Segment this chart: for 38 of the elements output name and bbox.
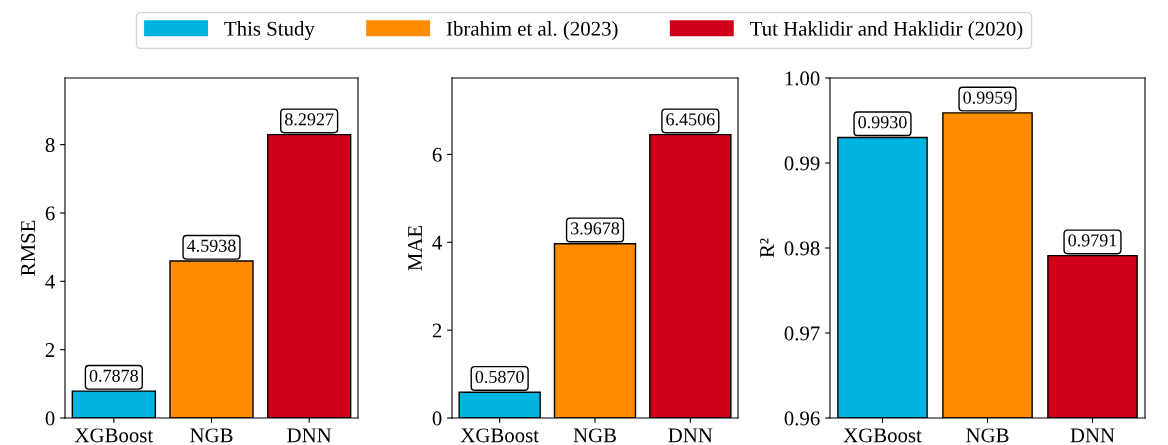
y-axis-title: R² xyxy=(760,238,774,258)
y-tick-label: 2 xyxy=(45,343,55,357)
data-label: 0.9930 xyxy=(858,116,907,129)
y-tick-label: 0 xyxy=(45,411,55,426)
x-tick-label: DNN xyxy=(287,428,332,443)
x-tick-label: DNN xyxy=(668,428,713,443)
data-label: 0.9959 xyxy=(963,91,1012,104)
data-label: 0.9791 xyxy=(1068,234,1117,247)
y-tick-label: 0.99 xyxy=(784,156,820,171)
y-tick-label: 0.97 xyxy=(784,326,820,341)
y-tick-label: 1.00 xyxy=(785,71,820,86)
x-tick-label: DNN xyxy=(1070,428,1115,443)
x-tick-label: XGBoost xyxy=(843,428,922,443)
y-tick-label: 2 xyxy=(432,323,442,338)
x-tick-label: NGB xyxy=(966,428,1009,443)
x-tick-label: XGBoost xyxy=(460,428,539,443)
data-label: 8.2927 xyxy=(285,113,334,126)
legend-label: Ibrahim et al. (2023) xyxy=(446,21,618,40)
y-axis-title: MAE xyxy=(408,225,422,271)
legend-label: Tut Haklidir and Haklidir (2020) xyxy=(750,21,1023,40)
data-label: 0.7878 xyxy=(89,369,138,382)
y-tick-label: 4 xyxy=(432,235,442,250)
y-tick-label: 6 xyxy=(432,147,442,162)
y-tick-label: 8 xyxy=(45,138,55,153)
y-tick-label: 0.98 xyxy=(784,241,820,256)
y-tick-label: 6 xyxy=(45,206,55,221)
data-label: 3.9678 xyxy=(571,222,620,235)
x-tick-label: NGB xyxy=(573,428,616,443)
x-tick-label: XGBoost xyxy=(74,428,154,443)
data-label: 4.5938 xyxy=(187,239,236,252)
data-label: 6.4506 xyxy=(666,113,715,126)
data-label: 0.5870 xyxy=(475,370,524,384)
legend-label: This Study xyxy=(224,21,315,41)
y-tick-label: 4 xyxy=(45,274,55,289)
y-tick-label: 0.96 xyxy=(784,411,820,426)
y-axis-title: RMSE xyxy=(21,220,36,276)
y-tick-label: 0 xyxy=(432,411,442,426)
x-tick-label: NGB xyxy=(190,428,233,443)
